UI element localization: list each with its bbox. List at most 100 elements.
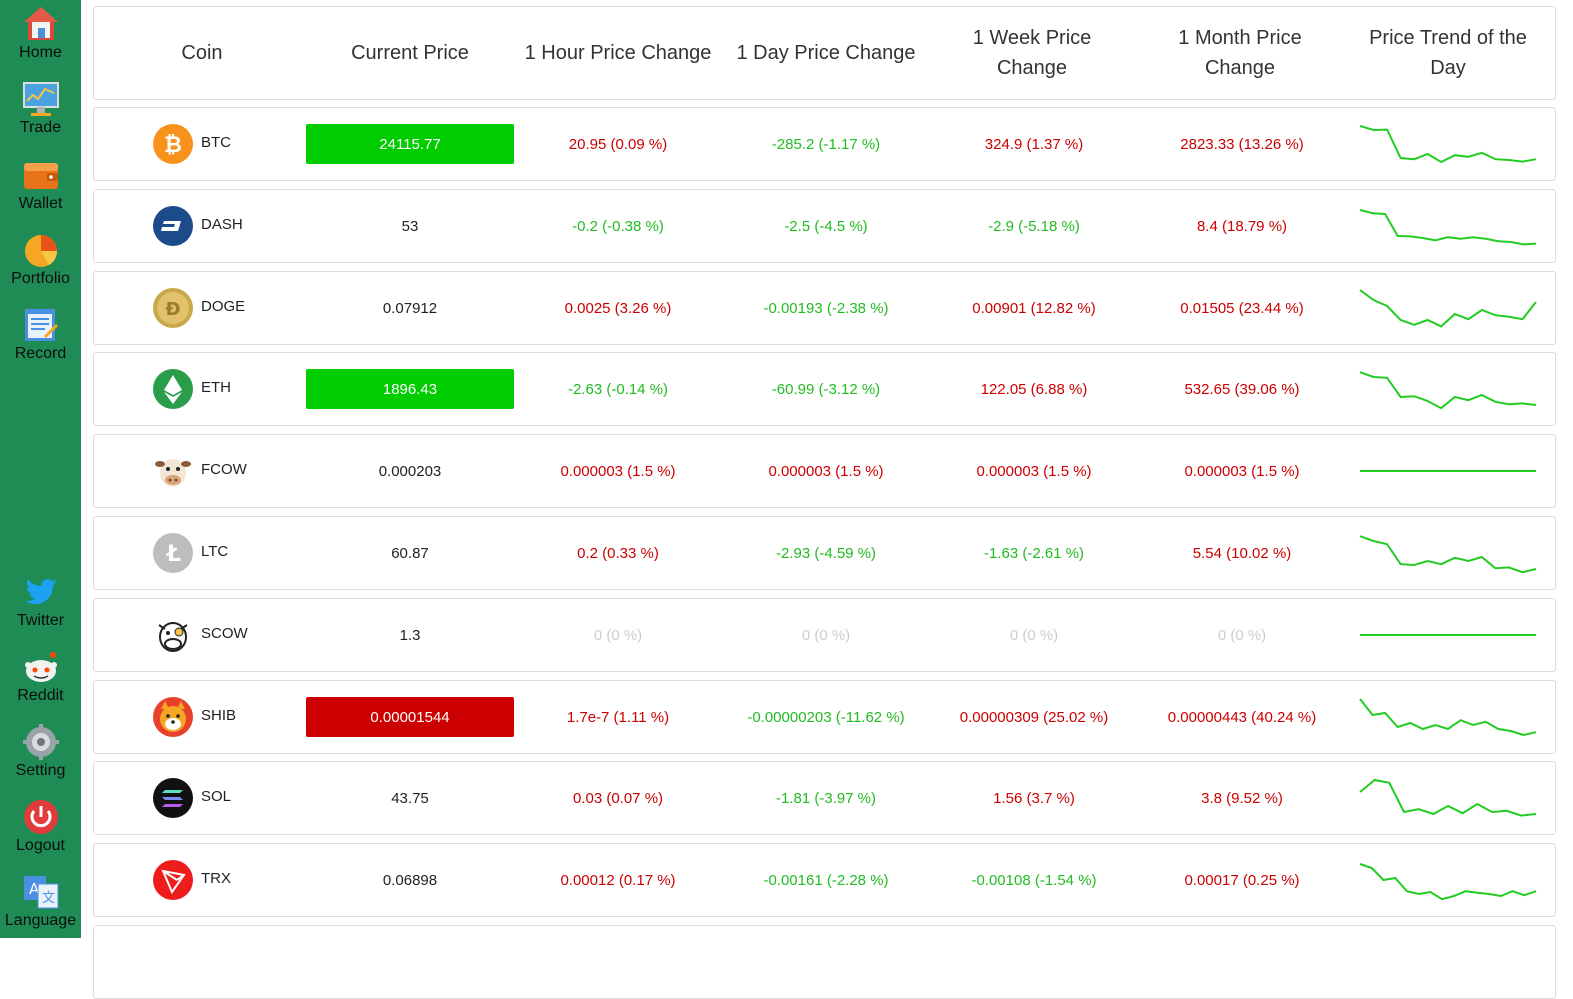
header-1w-change[interactable]: 1 Week Price Change (972, 27, 1092, 79)
trend-line (1359, 209, 1537, 246)
header-1h-change[interactable]: 1 Hour Price Change (524, 42, 712, 64)
table-row[interactable] (93, 925, 1556, 999)
1w-change-cell: 324.9 (1.37 %) (984, 135, 1084, 153)
trend-line (1359, 125, 1537, 164)
dogecoin-icon: Ð (153, 288, 193, 328)
nav-reddit[interactable]: Reddit (0, 647, 81, 705)
1m-change-cell: 0.01505 (23.44 %) (1180, 299, 1304, 317)
1h-change-cell: 20.95 (0.09 %) (568, 135, 668, 153)
current-price: 0.000203 (378, 462, 442, 480)
coin-symbol: LTC (201, 543, 229, 560)
coin-cell[interactable]: SOL (94, 762, 306, 834)
table-row[interactable]: TRX 0.06898 0.00012 (0.17 %) -0.00161 (-2.2… (93, 843, 1556, 917)
coin-symbol: SCOW (201, 625, 248, 642)
trend-line (1359, 289, 1537, 328)
table-row[interactable]: Ð DOGE 0.07912 0.0025 (3.26 %) -0.00193 (-2.… (93, 271, 1556, 345)
coin-cell[interactable]: ETH (94, 353, 306, 425)
nav-trade[interactable]: Trade (0, 79, 81, 137)
nav-setting-label: Setting (15, 762, 66, 779)
nav-logout[interactable]: Logout (0, 797, 81, 855)
1w-change-cell: -0.00108 (-1.54 %) (971, 871, 1097, 889)
trend-line (1359, 698, 1537, 737)
current-price-cell: 1.3 (306, 599, 514, 671)
current-price-cell: 60.87 (306, 517, 514, 589)
price-trend-sparkline (1359, 371, 1537, 410)
home-icon (23, 7, 58, 40)
1w-change-cell: 0.00901 (12.82 %) (972, 299, 1096, 317)
current-price: 60.87 (391, 544, 429, 562)
header-current-price[interactable]: Current Price (351, 42, 469, 64)
1h-change-cell: 0.03 (0.07 %) (572, 789, 664, 807)
table-row[interactable]: ₿ BTC 24115.77 20.95 (0.09 %) -285.2 (-1.17 … (93, 107, 1556, 181)
svg-text:Ð: Ð (165, 299, 180, 320)
ethereum-icon (153, 369, 193, 409)
current-price-cell: 43.75 (306, 762, 514, 834)
1m-change-cell: 2823.33 (13.26 %) (1180, 135, 1304, 153)
nav-language[interactable]: A 文 Language (0, 872, 81, 930)
table-row[interactable]: DASH 53 -0.2 (-0.38 %) -2.5 (-4.5 %) -2.9 (-… (93, 189, 1556, 263)
solana-icon (153, 778, 193, 818)
current-price-cell: 53 (306, 190, 514, 262)
header-1m-change[interactable]: 1 Month Price Change (1178, 27, 1302, 79)
price-trend-sparkline (1359, 209, 1537, 246)
nav-setting[interactable]: Setting (0, 722, 81, 780)
1d-change-cell: -2.5 (-4.5 %) (784, 217, 868, 235)
nav-wallet-label: Wallet (18, 195, 63, 212)
current-price: 1896.43 (306, 369, 514, 409)
coin-cell[interactable]: DASH (94, 190, 306, 262)
1h-change-cell: 0.000003 (1.5 %) (560, 462, 676, 480)
table-row[interactable]: SOL 43.75 0.03 (0.07 %) -1.81 (-3.97 %) 1.56… (93, 761, 1556, 835)
table-row[interactable]: SHIB 0.00001544 1.7e-7 (1.11 %) -0.00000203… (93, 680, 1556, 754)
coin-cell[interactable]: FCOW (94, 435, 306, 507)
table-row[interactable]: FCOW 0.000203 0.000003 (1.5 %) 0.000003 (1.… (93, 434, 1556, 508)
coin-cell[interactable]: Ł LTC (94, 517, 306, 589)
price-trend-sparkline (1359, 125, 1537, 164)
1d-change-cell: -0.00161 (-2.28 %) (763, 871, 889, 889)
current-price-cell: 0.07912 (306, 272, 514, 344)
tron-icon (153, 860, 193, 900)
nav-twitter[interactable]: Twitter (0, 572, 81, 630)
bitcoin-icon: ₿ (153, 124, 193, 164)
coin-cell[interactable]: Ð DOGE (94, 272, 306, 344)
1m-change-cell: 0.00000443 (40.24 %) (1167, 708, 1317, 726)
current-price-cell: 0.00001544 (306, 681, 514, 753)
header-coin[interactable]: Coin (181, 42, 223, 64)
current-price: 43.75 (391, 789, 429, 807)
table-row[interactable]: Ł LTC 60.87 0.2 (0.33 %) -2.93 (-4.59 %) -1.6… (93, 516, 1556, 590)
table-row[interactable]: ETH 1896.43 -2.63 (-0.14 %) -60.99 (-3.12 %… (93, 352, 1556, 426)
trend-line (1359, 371, 1537, 410)
price-trend-sparkline (1359, 535, 1537, 574)
svg-text:A: A (29, 880, 40, 898)
coin-cell[interactable]: ₿ BTC (94, 108, 306, 180)
1d-change-cell: -60.99 (-3.12 %) (771, 380, 881, 398)
1m-change-cell: 0.00017 (0.25 %) (1184, 871, 1300, 889)
header-1d-change[interactable]: 1 Day Price Change (736, 42, 916, 64)
1h-change-cell: -2.63 (-0.14 %) (567, 380, 669, 398)
trend-line (1359, 863, 1537, 901)
settings-icon (22, 724, 59, 760)
nav-twitter-label: Twitter (16, 612, 65, 629)
header-price-trend: Price Trend of the Day (1369, 27, 1527, 79)
svg-text:₿: ₿ (164, 133, 182, 158)
coin-symbol: SHIB (201, 707, 237, 724)
coin-cell[interactable]: SHIB (94, 681, 306, 753)
1d-change-cell: -2.93 (-4.59 %) (775, 544, 877, 562)
1m-change-cell: 532.65 (39.06 %) (1184, 380, 1300, 398)
reddit-icon (24, 652, 57, 682)
1h-change-cell: 0.0025 (3.26 %) (564, 299, 672, 317)
cow-outline-icon (158, 622, 188, 652)
1h-change-cell: 0 (0 %) (593, 626, 643, 644)
current-price: 1.3 (399, 626, 421, 644)
sidebar: Home Trade Wallet Portfolio (0, 0, 81, 938)
coin-cell[interactable]: SCOW (94, 599, 306, 671)
current-price: 0.00001544 (306, 697, 514, 737)
table-row[interactable]: SCOW 1.3 0 (0 %) 0 (0 %) 0 (0 %) 0 (0 %) (93, 598, 1556, 672)
current-price-cell: 0.06898 (306, 844, 514, 916)
nav-wallet[interactable]: Wallet (0, 155, 81, 213)
nav-portfolio[interactable]: Portfolio (0, 230, 81, 288)
coin-cell[interactable]: TRX (94, 844, 306, 916)
nav-record[interactable]: Record (0, 305, 81, 363)
current-price: 24115.77 (306, 124, 514, 164)
1d-change-cell: -1.81 (-3.97 %) (775, 789, 877, 807)
nav-home[interactable]: Home (0, 4, 81, 62)
